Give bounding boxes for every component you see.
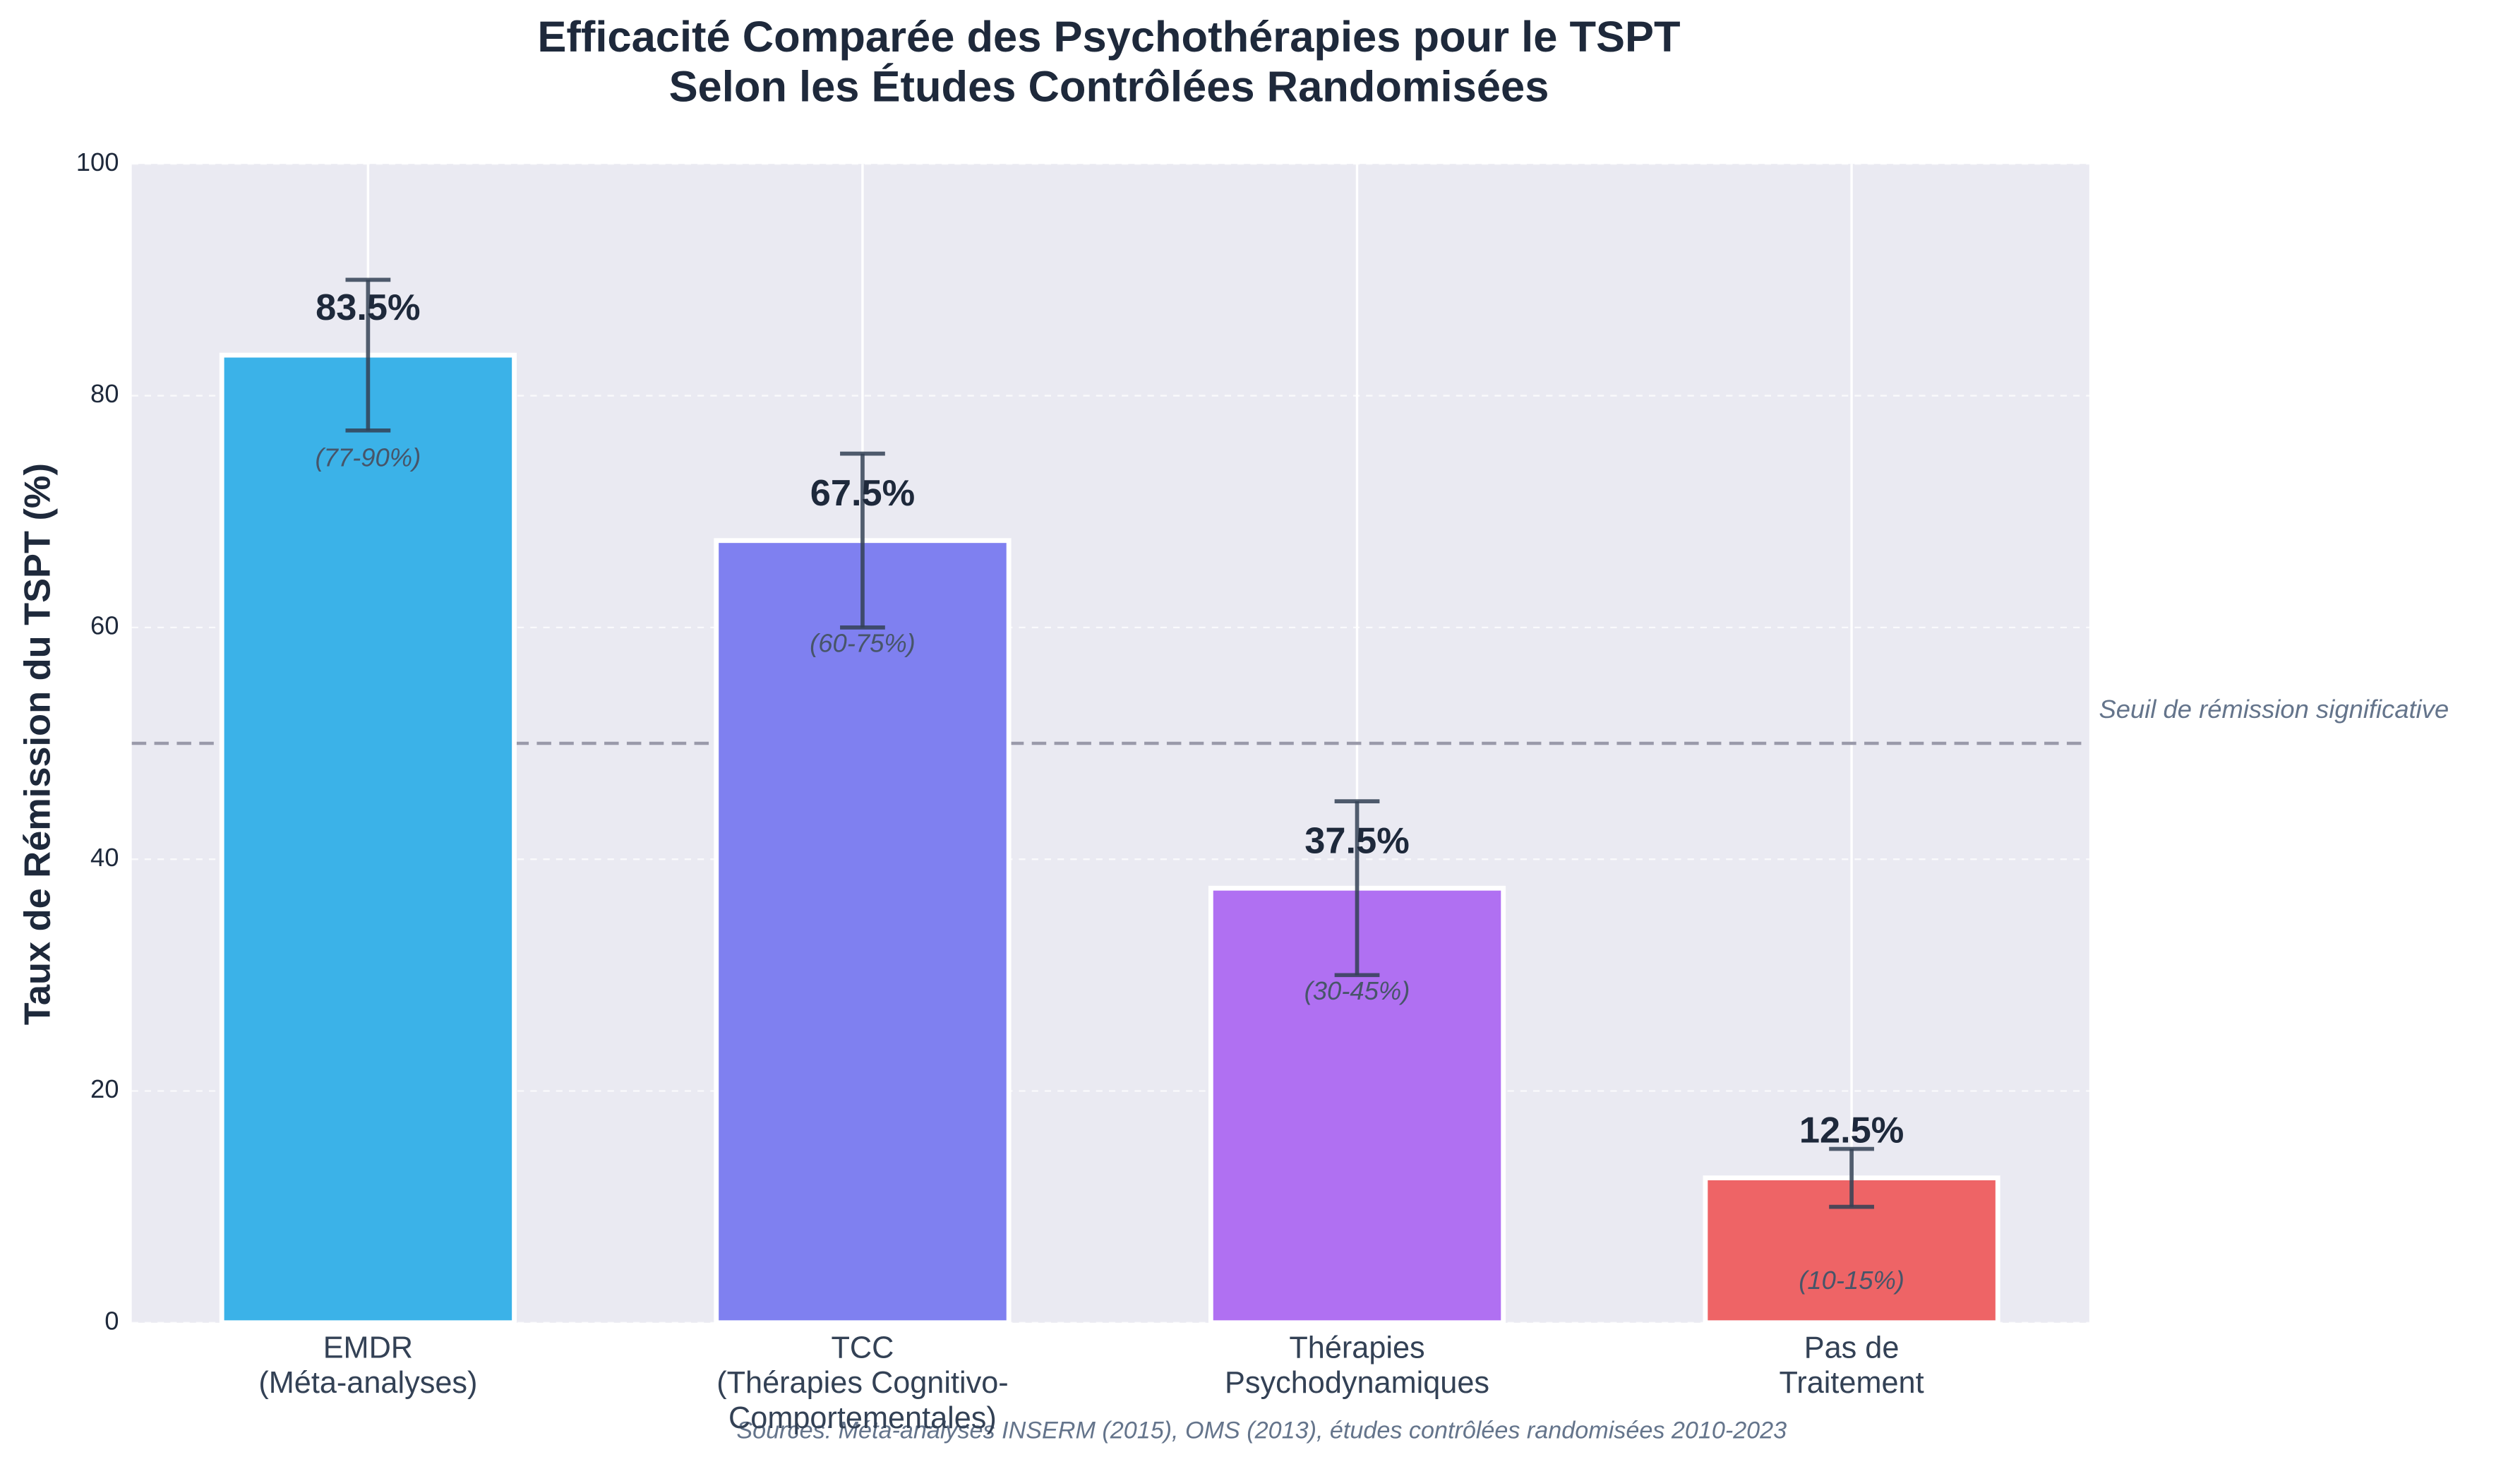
threshold-label: Seuil de rémission significative xyxy=(2099,695,2449,724)
y-tick-label: 100 xyxy=(76,148,119,176)
range-label: (10-15%) xyxy=(1799,1266,1904,1295)
bar xyxy=(219,352,517,1326)
chart-title: Efficacité Comparée des Psychothérapies … xyxy=(537,13,1680,112)
value-label: 37.5% xyxy=(1304,820,1409,861)
x-tick-label: EMDR (Méta-analyses) xyxy=(258,1331,477,1401)
y-axis-label: Taux de Rémission du TSPT (%) xyxy=(18,463,59,1025)
bar xyxy=(1208,885,1506,1326)
range-label: (77-90%) xyxy=(316,443,421,472)
value-label: 83.5% xyxy=(316,287,420,328)
value-label: 67.5% xyxy=(810,473,915,514)
y-tick-label: 60 xyxy=(90,611,119,640)
x-tick-label: TCC (Thérapies Cognitivo-Comportementales… xyxy=(716,1331,1008,1435)
y-tick-label: 20 xyxy=(90,1074,119,1103)
y-tick-label: 40 xyxy=(90,843,119,872)
range-label: (60-75%) xyxy=(810,628,916,657)
value-label: 12.5% xyxy=(1799,1110,1904,1151)
range-label: (30-45%) xyxy=(1304,976,1410,1005)
source-note: Sources: Méta-analyses INSERM (2015), OM… xyxy=(736,1417,1787,1444)
bar xyxy=(714,538,1012,1326)
y-tick-label: 80 xyxy=(90,379,119,408)
x-tick-label: Thérapies Psychodynamiques xyxy=(1225,1331,1489,1401)
y-tick-label: 0 xyxy=(104,1306,119,1335)
x-tick-label: Pas de Traitement xyxy=(1780,1331,1924,1401)
